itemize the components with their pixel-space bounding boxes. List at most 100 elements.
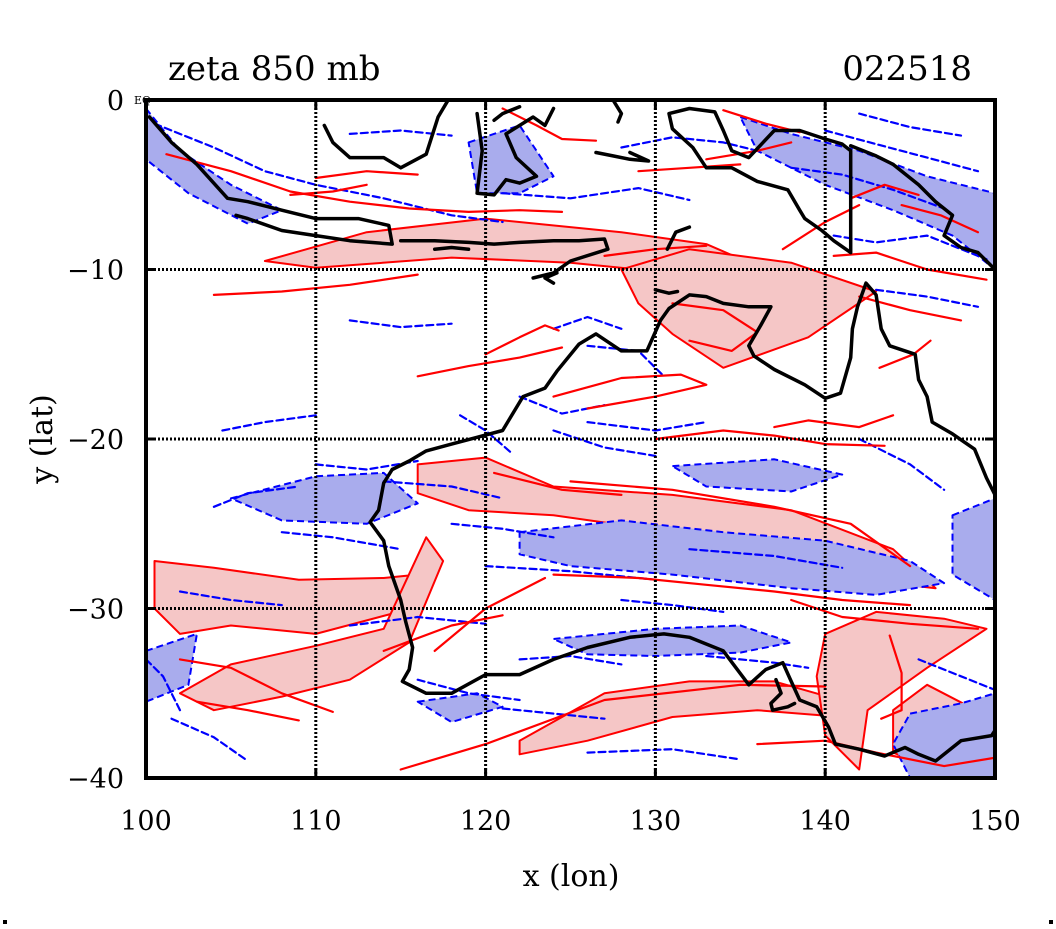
coastline [611, 100, 624, 124]
negative-vorticity-contour [552, 429, 657, 457]
y-tick-labels: 0 −10 −20 −30 −40 [67, 86, 124, 795]
positive-vorticity-contour [195, 700, 300, 722]
negative-vorticity-contour [832, 234, 988, 261]
coastline [492, 105, 522, 123]
positive-vorticity-contour [314, 170, 419, 180]
y-tick-label: −40 [67, 764, 124, 795]
coastline-layer [147, 100, 995, 763]
coastline [653, 288, 680, 295]
x-tick-label: 110 [290, 806, 342, 837]
negative-vorticity-contour [146, 658, 182, 712]
positive-vorticity-contour [832, 251, 988, 281]
negative-vorticity-contour [858, 112, 963, 137]
negative-vorticity-contour [221, 414, 317, 432]
x-tick-labels: 100 110 120 130 140 150 [120, 806, 1021, 837]
positive-vorticity-contour [790, 598, 980, 630]
positive-vorticity-contour [773, 414, 895, 429]
positive-vorticity-contour [569, 480, 912, 568]
positive-vorticity-contour [880, 634, 903, 720]
x-tick-label: 140 [799, 806, 851, 837]
positive-vorticity-contour [416, 346, 564, 378]
negative-vorticity-contour [314, 459, 419, 471]
negative-vorticity-contour [688, 548, 844, 569]
grid-layer [146, 100, 995, 778]
negative-vorticity-region [146, 107, 283, 225]
positive-vorticity-contour [849, 183, 920, 200]
x-tick-label: 150 [969, 806, 1021, 837]
negative-vorticity-contour [790, 166, 946, 210]
y-tick-label: −20 [67, 425, 124, 456]
coastline [432, 245, 471, 251]
negative-vorticity-contour [917, 658, 995, 691]
x-tick-label: 100 [120, 806, 172, 837]
y-tick-label: 0 [107, 86, 124, 117]
negative-vorticity-contour [875, 288, 980, 308]
coastline [390, 281, 995, 497]
negative-vorticity-region [146, 632, 198, 703]
negative-vorticity-contour [348, 319, 453, 329]
negative-vorticity-contour [501, 707, 606, 720]
negative-vorticity-contour [552, 315, 623, 330]
positive-vorticity-contour-layer [165, 107, 995, 771]
positive-vorticity-contour [178, 658, 334, 713]
coastline [322, 100, 450, 170]
y-tick-label: −10 [67, 256, 124, 287]
tick-marks [144, 98, 997, 780]
negative-vorticity-region [229, 471, 419, 525]
negative-vorticity-contour [620, 598, 725, 613]
positive-vorticity-contour [654, 429, 886, 447]
negative-vorticity-region [518, 519, 946, 596]
negative-vorticity-contour [501, 187, 691, 202]
positive-vorticity-contour [637, 163, 742, 173]
positive-vorticity-contour [501, 107, 598, 142]
negative-vorticity-region [951, 497, 995, 601]
negative-vorticity-contour [280, 531, 402, 551]
y-axis-label: y (lat) [25, 394, 60, 484]
x-tick-label: 130 [630, 806, 682, 837]
negative-vorticity-region [552, 624, 793, 657]
corner-mark-right [1049, 920, 1053, 924]
positive-vorticity-contour [552, 573, 912, 607]
x-tick-label: 120 [460, 806, 512, 837]
corner-mark-left [3, 920, 7, 924]
positive-vorticity-contour [165, 153, 564, 213]
positive-vorticity-contour [493, 471, 623, 496]
positive-vorticity-contour [399, 683, 827, 771]
negative-vorticity-contour [212, 485, 300, 508]
positive-vorticity-contour [552, 373, 708, 410]
coastline [147, 115, 394, 246]
y-tick-label: −30 [67, 595, 124, 626]
negative-vorticity-contour [620, 136, 759, 152]
positive-vorticity-region [179, 536, 445, 712]
negative-vorticity-fill-layer [146, 107, 995, 778]
negative-vorticity-contour [416, 678, 521, 702]
negative-vorticity-region [416, 692, 504, 724]
equator-label: EQ [134, 94, 151, 107]
positive-vorticity-contour [900, 204, 980, 234]
negative-vorticity-contour [348, 129, 453, 137]
negative-vorticity-region [739, 116, 995, 271]
negative-vorticity-contour [382, 480, 504, 500]
timestamp-label: 022518 [842, 49, 972, 89]
coastline [398, 237, 610, 280]
negative-vorticity-contour [824, 129, 980, 173]
plot-title: zeta 850 mb [168, 49, 380, 89]
coastline [475, 106, 556, 197]
positive-vorticity-contour [484, 324, 560, 356]
negative-vorticity-contour [450, 522, 555, 539]
coastline [543, 271, 559, 285]
x-axis-label: x (lon) [523, 859, 620, 894]
negative-vorticity-contour [518, 654, 623, 666]
negative-vorticity-contour [348, 615, 487, 627]
coastline [368, 467, 995, 763]
coastline [769, 677, 797, 712]
negative-vorticity-contour [586, 748, 742, 761]
negative-vorticity-region [892, 692, 995, 778]
negative-vorticity-region [671, 458, 844, 493]
positive-vorticity-contour [289, 183, 368, 196]
coastline [665, 225, 692, 251]
negative-vorticity-contour [170, 717, 249, 763]
negative-vorticity-contour [858, 437, 946, 491]
positive-vorticity-region [815, 610, 988, 771]
